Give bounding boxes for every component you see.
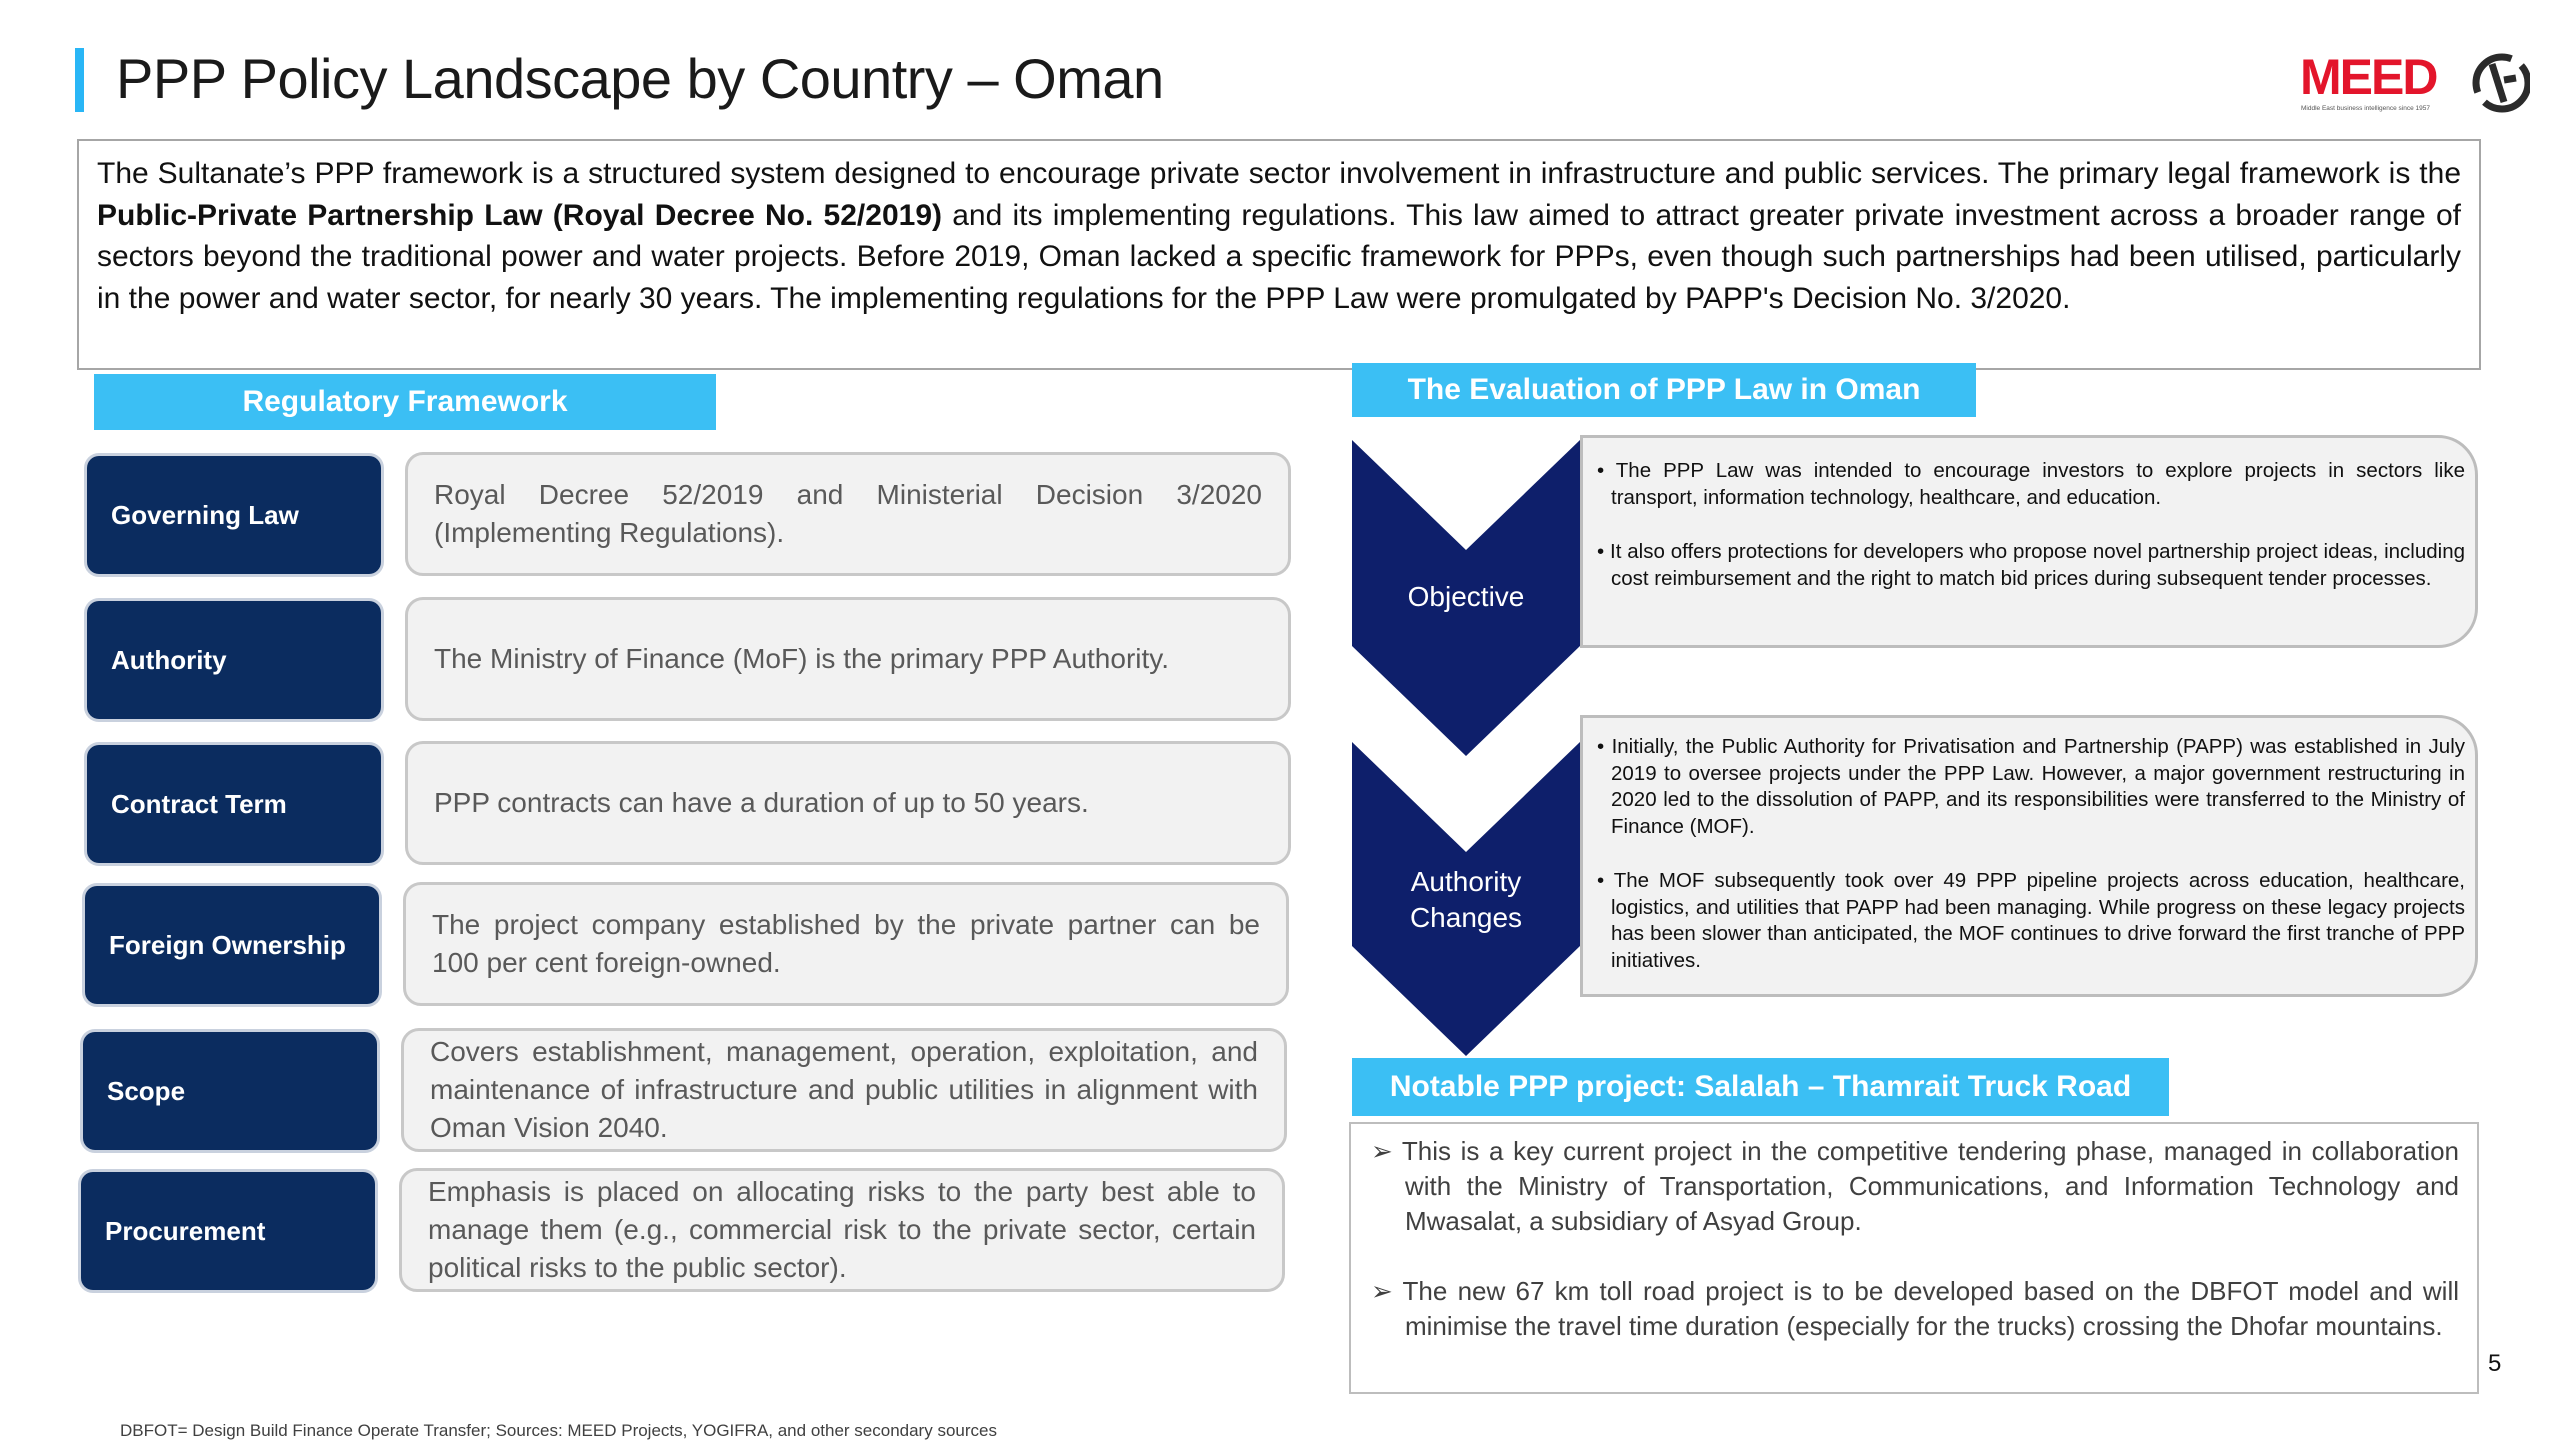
footnote: DBFOT= Design Build Finance Operate Tran… bbox=[120, 1421, 997, 1440]
row-text-content: PPP contracts can have a duration of up … bbox=[434, 787, 1089, 818]
objective-bullet: The PPP Law was intended to encourage in… bbox=[1597, 458, 2465, 511]
row-text-content: Royal Decree 52/2019 and Ministerial Dec… bbox=[434, 479, 1262, 548]
objective-chevron bbox=[1352, 440, 1580, 756]
row-text: The project company established by the p… bbox=[403, 882, 1289, 1006]
intro-bold-law: Public-Private Partnership Law (Royal De… bbox=[97, 198, 942, 232]
row-text: Covers establishment, management, operat… bbox=[401, 1028, 1287, 1152]
page-number: 5 bbox=[2488, 1350, 2502, 1377]
row-label-contract-term: Contract Term bbox=[87, 745, 381, 863]
objective-box: The PPP Law was intended to encourage in… bbox=[1580, 435, 2478, 648]
intro-paragraph: The Sultanate’s PPP framework is a struc… bbox=[77, 139, 2481, 370]
evaluation-header: The Evaluation of PPP Law in Oman bbox=[1352, 363, 1976, 417]
row-text-content: The project company established by the p… bbox=[432, 909, 1260, 978]
title-accent-bar bbox=[75, 48, 84, 112]
intro-text-cont: and its implementing regulations. This l… bbox=[97, 198, 2461, 315]
authority-bullet: Initially, the Public Authority for Priv… bbox=[1597, 734, 2465, 840]
row-text-content: Covers establishment, management, operat… bbox=[430, 1036, 1258, 1143]
authority-changes-box: Initially, the Public Authority for Priv… bbox=[1580, 715, 2478, 997]
authority-bullet: The MOF subsequently took over 49 PPP pi… bbox=[1597, 868, 2465, 974]
row-text: The Ministry of Finance (MoF) is the pri… bbox=[405, 597, 1291, 721]
notable-project-header: Notable PPP project: Salalah – Thamrait … bbox=[1352, 1058, 2169, 1116]
row-label-authority: Authority bbox=[87, 601, 381, 719]
row-label-foreign-ownership: Foreign Ownership bbox=[85, 886, 379, 1004]
authority-changes-label: Authority Changes bbox=[1352, 864, 1580, 936]
objective-bullet: It also offers protections for developer… bbox=[1597, 539, 2465, 592]
authority-label-line1: Authority bbox=[1410, 866, 1522, 897]
row-text: PPP contracts can have a duration of up … bbox=[405, 741, 1291, 865]
intro-text: The Sultanate’s PPP framework is a struc… bbox=[97, 157, 2461, 190]
row-text: Emphasis is placed on allocating risks t… bbox=[399, 1168, 1285, 1292]
notable-project-box: This is a key current project in the com… bbox=[1349, 1122, 2479, 1394]
row-text: Royal Decree 52/2019 and Ministerial Dec… bbox=[405, 452, 1291, 576]
notable-bullet: The new 67 km toll road project is to be… bbox=[1371, 1274, 2459, 1344]
authority-label-line2: Changes bbox=[1409, 902, 1523, 933]
row-label-scope: Scope bbox=[83, 1032, 377, 1150]
row-text-content: Emphasis is placed on allocating risks t… bbox=[428, 1176, 1256, 1283]
authority-chevron bbox=[1352, 742, 1580, 1056]
objective-label: Objective bbox=[1407, 581, 1525, 612]
svg-text:MEED: MEED bbox=[2300, 49, 2437, 105]
svg-text:Middle East business intellige: Middle East business intelligence since … bbox=[2301, 105, 2430, 112]
page-title: PPP Policy Landscape by Country – Oman bbox=[116, 47, 1164, 110]
meed-logo: MEED Middle East business intelligence s… bbox=[2300, 49, 2530, 113]
row-label-governing-law: Governing Law bbox=[87, 456, 381, 574]
row-label-procurement: Procurement bbox=[81, 1172, 375, 1290]
notable-bullet: This is a key current project in the com… bbox=[1371, 1134, 2459, 1239]
row-text-content: The Ministry of Finance (MoF) is the pri… bbox=[434, 643, 1169, 674]
regulatory-framework-header: Regulatory Framework bbox=[94, 374, 716, 430]
